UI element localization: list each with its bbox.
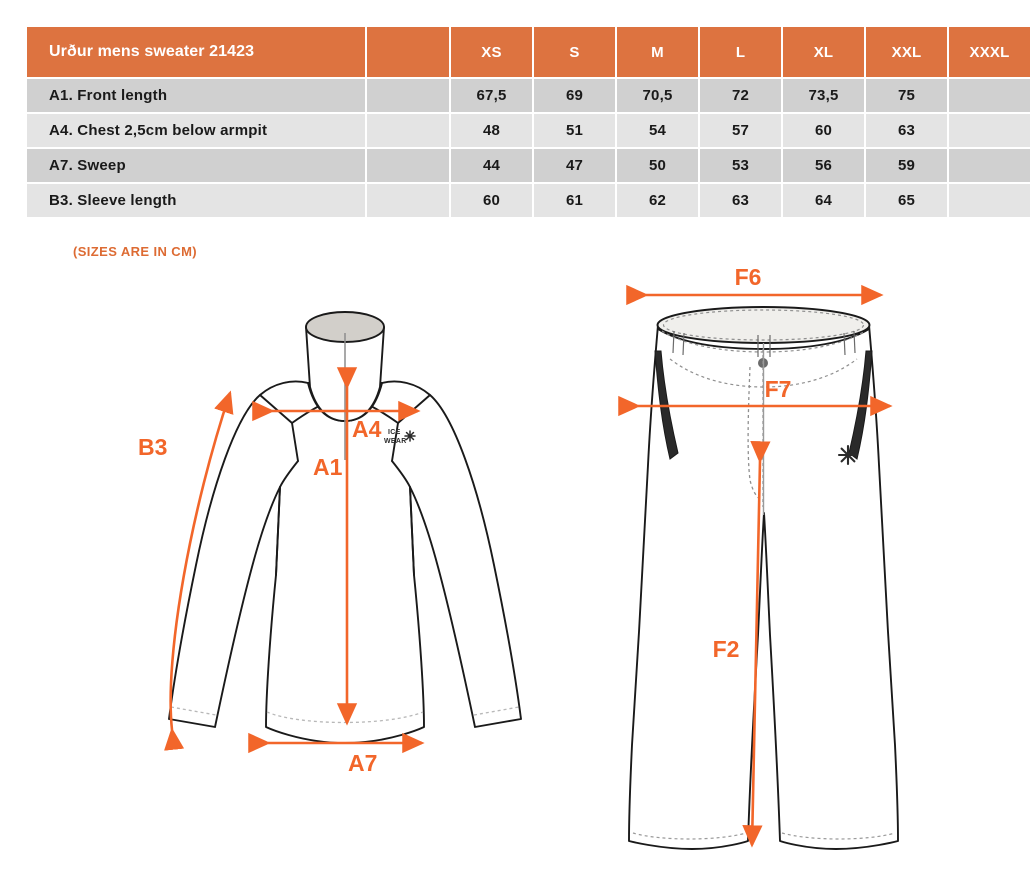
cell-xs: 60 — [451, 184, 532, 217]
ice-wear-logo: ICE WEAR — [384, 429, 416, 445]
cell-xl: 56 — [783, 149, 864, 182]
table-header-l: L — [700, 27, 781, 77]
table-header-s: S — [534, 27, 615, 77]
cell-xxxl — [949, 184, 1030, 217]
snowflake-icon — [404, 430, 416, 442]
units-note: (SIZES ARE IN CM) — [73, 244, 198, 259]
table-title: Urður mens sweater 21423 — [27, 27, 365, 77]
dimension-arrows — [164, 367, 425, 754]
cell-xs: 48 — [451, 114, 532, 147]
cell-s: 69 — [534, 79, 615, 112]
cell-xxxl — [949, 114, 1030, 147]
label-a4: A4 — [352, 416, 382, 442]
label-f2: F2 — [713, 636, 740, 662]
table-header-xs: XS — [451, 27, 532, 77]
label-a7: A7 — [348, 750, 377, 776]
row-label: A4. Chest 2,5cm below armpit — [27, 114, 365, 147]
row-spacer — [367, 184, 449, 217]
cell-m: 70,5 — [617, 79, 698, 112]
brand-line-1: ICE — [388, 429, 401, 436]
table-row: B3. Sleeve length 60 61 62 63 64 65 — [27, 184, 1030, 217]
cell-l: 63 — [700, 184, 781, 217]
cell-xxl: 59 — [866, 149, 947, 182]
cell-s: 61 — [534, 184, 615, 217]
row-label: B3. Sleeve length — [27, 184, 365, 217]
cell-s: 51 — [534, 114, 615, 147]
cell-l: 72 — [700, 79, 781, 112]
cell-m: 62 — [617, 184, 698, 217]
table-header-spacer — [367, 27, 449, 77]
cell-xl: 60 — [783, 114, 864, 147]
dimension-arrows — [618, 284, 893, 848]
table-header: Urður mens sweater 21423 XS S M L XL XXL… — [27, 27, 1030, 77]
size-table: Urður mens sweater 21423 XS S M L XL XXL… — [25, 25, 1032, 219]
cell-s: 47 — [534, 149, 615, 182]
row-spacer — [367, 79, 449, 112]
table-header-xl: XL — [783, 27, 864, 77]
cell-xxl: 65 — [866, 184, 947, 217]
cell-xxxl — [949, 79, 1030, 112]
table-row: A1. Front length 67,5 69 70,5 72 73,5 75 — [27, 79, 1030, 112]
dimension-labels: F6 F7 F2 — [713, 264, 792, 662]
table-row: A4. Chest 2,5cm below armpit 48 51 54 57… — [27, 114, 1030, 147]
label-f7: F7 — [765, 376, 792, 402]
cell-xxxl — [949, 149, 1030, 182]
brand-line-2: WEAR — [384, 438, 407, 445]
pants-belt-loops — [672, 330, 856, 357]
row-spacer — [367, 114, 449, 147]
table-row: A7. Sweep 44 47 50 53 56 59 — [27, 149, 1030, 182]
cell-m: 54 — [617, 114, 698, 147]
dimension-arrow-f2 — [742, 441, 771, 848]
row-label: A1. Front length — [27, 79, 365, 112]
dimension-labels: B3 A4 A1 A7 — [138, 416, 382, 776]
cell-xxl: 75 — [866, 79, 947, 112]
row-label: A7. Sweep — [27, 149, 365, 182]
cell-xl: 64 — [783, 184, 864, 217]
label-f6: F6 — [735, 264, 762, 290]
cell-xxl: 63 — [866, 114, 947, 147]
dimension-arrow-b3 — [164, 390, 234, 751]
cell-m: 50 — [617, 149, 698, 182]
table-body: A1. Front length 67,5 69 70,5 72 73,5 75… — [27, 79, 1030, 217]
sweater-diagram: ICE WEAR — [120, 275, 570, 805]
cell-l: 53 — [700, 149, 781, 182]
table-header-xxxl: XXXL — [949, 27, 1030, 77]
table-header-xxl: XXL — [866, 27, 947, 77]
pants-hem-stitch — [632, 832, 896, 840]
pants-diagram: F6 F7 F2 — [600, 264, 930, 880]
cell-xs: 67,5 — [451, 79, 532, 112]
pants-outline — [628, 306, 899, 850]
cell-xs: 44 — [451, 149, 532, 182]
snowflake-icon — [837, 444, 859, 466]
table-header-m: M — [617, 27, 698, 77]
label-a1: A1 — [313, 454, 343, 480]
table-header-row: Urður mens sweater 21423 XS S M L XL XXL… — [27, 27, 1030, 77]
cell-l: 57 — [700, 114, 781, 147]
label-b3: B3 — [138, 434, 167, 460]
cell-xl: 73,5 — [783, 79, 864, 112]
row-spacer — [367, 149, 449, 182]
